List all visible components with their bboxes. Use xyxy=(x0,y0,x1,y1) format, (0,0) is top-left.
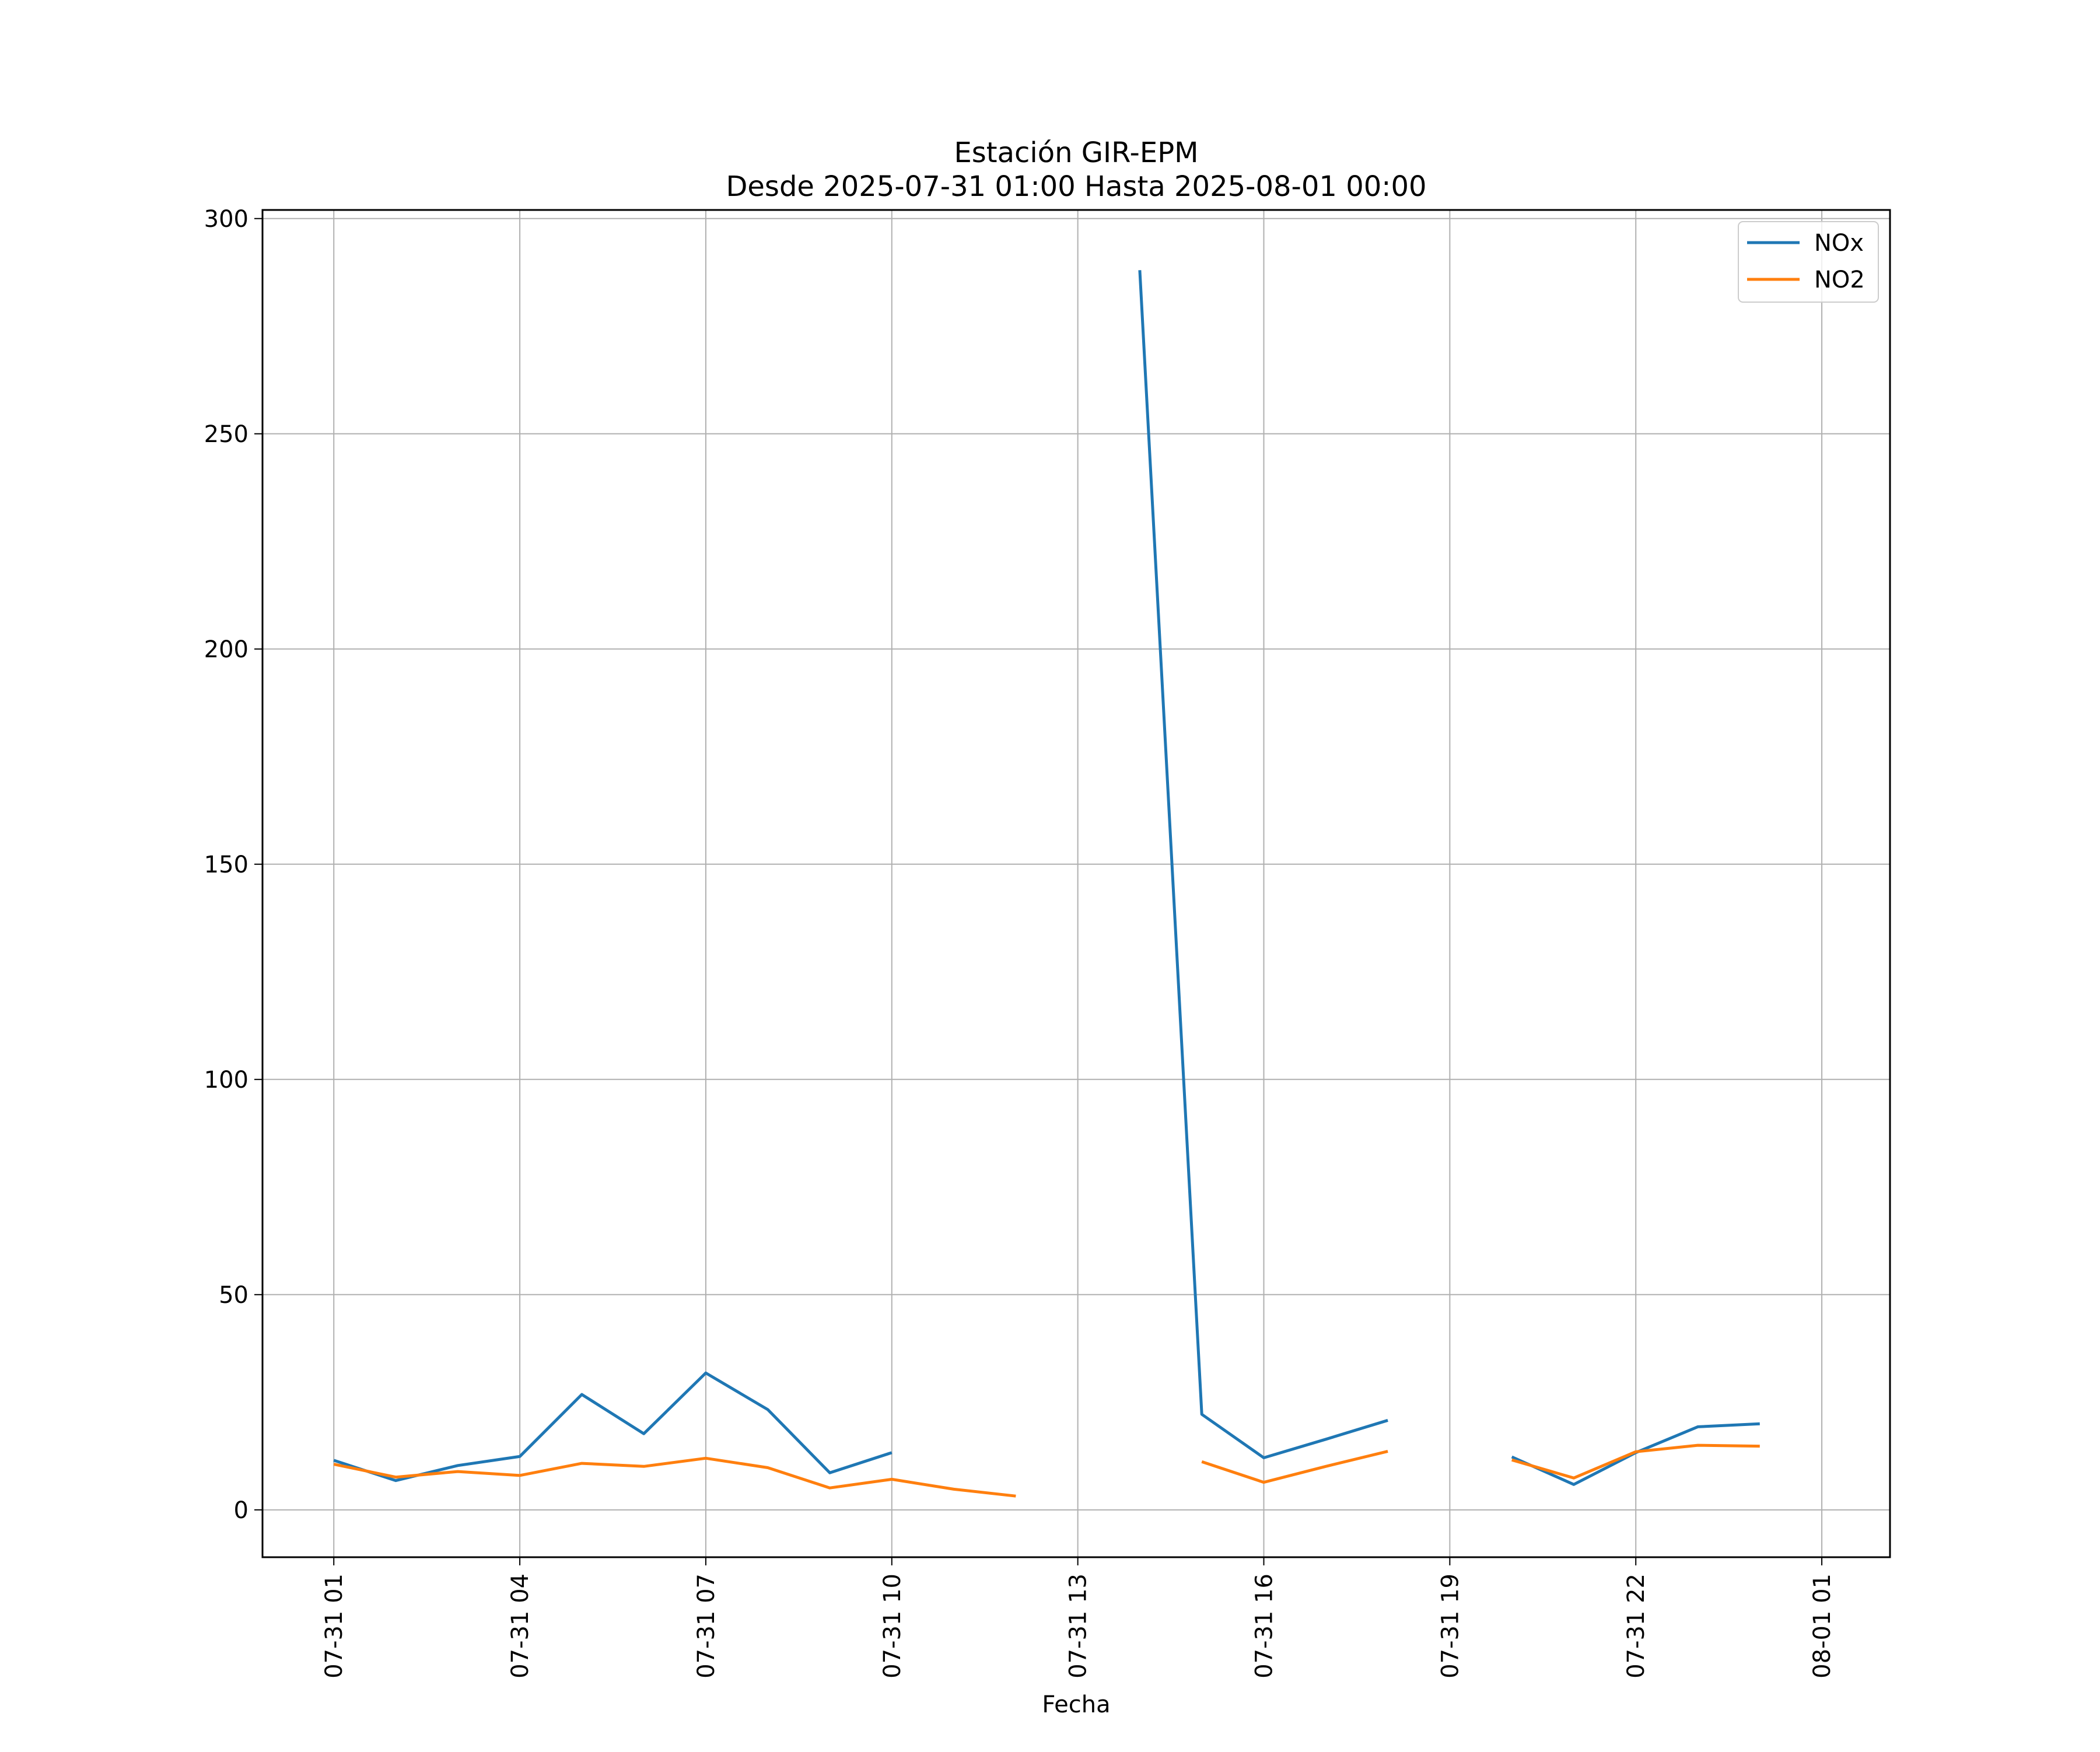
y-tick-label: 250 xyxy=(204,421,249,448)
x-axis-ticks: 07-31 01 07-31 04 07-31 07 07-31 10 07-31 13… xyxy=(321,1557,1836,1679)
y-tick-label: 100 xyxy=(204,1067,249,1094)
x-tick-label: 07-31 19 xyxy=(1437,1574,1464,1679)
x-tick-label: 07-31 13 xyxy=(1065,1574,1092,1679)
y-tick-label: 300 xyxy=(204,206,249,233)
series-lines xyxy=(333,270,1760,1498)
x-tick-label: 07-31 22 xyxy=(1623,1574,1650,1679)
chart-title: Estación GIR-EPM xyxy=(954,136,1198,169)
x-tick-label: 07-31 16 xyxy=(1251,1574,1278,1679)
y-tick-label: 150 xyxy=(204,852,249,878)
legend-label-no2: NO2 xyxy=(1814,267,1865,293)
y-axis-ticks: 0 50 100 150 200 250 300 xyxy=(204,206,262,1524)
gridlines xyxy=(262,210,1890,1557)
x-tick-label: 07-31 10 xyxy=(879,1574,906,1679)
y-tick-label: 200 xyxy=(204,636,249,663)
series-line-no2 xyxy=(1511,1443,1760,1480)
x-tick-label: 08-01 01 xyxy=(1809,1574,1836,1679)
x-tick-label: 07-31 04 xyxy=(507,1574,534,1679)
plot-area-frame xyxy=(261,209,1891,1558)
x-tick-label: 07-31 07 xyxy=(693,1574,720,1679)
legend-label-nox: NOx xyxy=(1814,230,1864,257)
series-line-nox xyxy=(1138,270,1388,1459)
x-tick-label: 07-31 01 xyxy=(321,1574,348,1679)
y-tick-label: 50 xyxy=(219,1282,249,1309)
legend: NOx NO2 xyxy=(1738,221,1879,303)
chart-subtitle: Desde 2025-07-31 01:00 Hasta 2025-08-01 … xyxy=(726,170,1426,203)
x-axis-label: Fecha xyxy=(1042,1691,1110,1718)
y-tick-label: 0 xyxy=(234,1497,249,1524)
series-line-no2 xyxy=(333,1456,1016,1498)
series-line-no2 xyxy=(1201,1449,1388,1484)
